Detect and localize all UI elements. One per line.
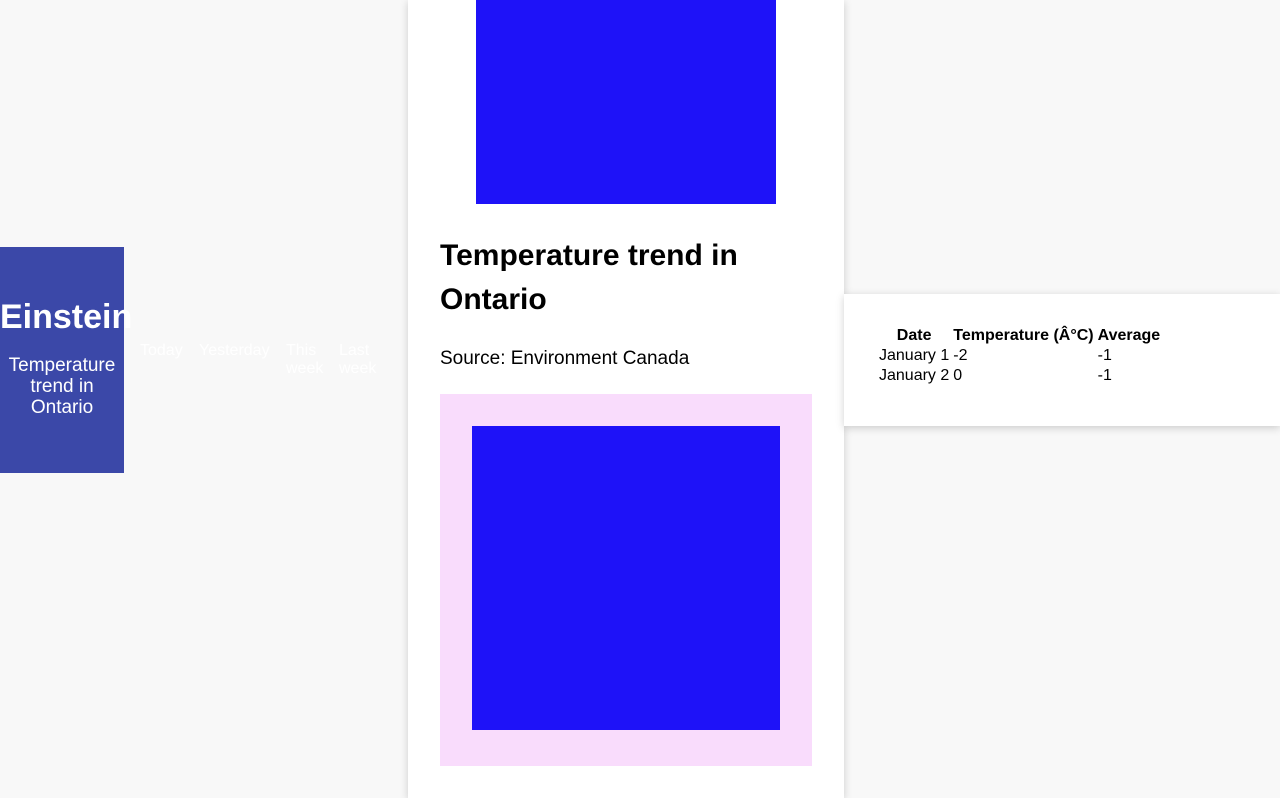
table-header-row: Date Temperature (Â°C) Average: [877, 326, 1162, 346]
table-cell-date: January 1: [879, 347, 950, 364]
nav-item-last-week[interactable]: Last week: [339, 342, 377, 377]
table-row: January 2 0 -1: [877, 366, 1162, 386]
chart-image: [472, 426, 780, 730]
brand-title: Einstein: [0, 298, 133, 336]
article-top-image: [476, 0, 776, 204]
header-tagline: Temperature trend in Ontario: [8, 355, 116, 418]
table-row: January 1 -2 -1: [877, 346, 1162, 366]
nav-item-yesterday[interactable]: Yesterday: [199, 342, 270, 359]
chart-frame: [440, 394, 812, 766]
table-cell-date: January 2: [879, 367, 950, 384]
table-cell-average: -1: [1097, 347, 1112, 364]
article-source: Source: Environment Canada: [440, 348, 690, 369]
site-header: Einstein Temperature trend in Ontario: [0, 247, 133, 473]
column-header-temperature: Temperature (Â°C): [953, 327, 1094, 344]
temperature-table: Date Temperature (Â°C) Average January 1…: [877, 326, 1162, 386]
nav-item-this-week[interactable]: This week: [286, 342, 324, 377]
column-header-average: Average: [1097, 327, 1161, 344]
article-card: Temperature trend in Ontario Source: Env…: [408, 0, 844, 798]
table-cell-temperature: -2: [953, 347, 968, 364]
column-header-date: Date: [896, 327, 932, 344]
table-cell-average: -1: [1097, 367, 1112, 384]
article-title: Temperature trend in Ontario: [440, 239, 738, 316]
data-table-card: Date Temperature (Â°C) Average January 1…: [844, 294, 1280, 426]
table-cell-temperature: 0: [953, 367, 963, 384]
nav-item-today[interactable]: Today: [140, 342, 183, 359]
